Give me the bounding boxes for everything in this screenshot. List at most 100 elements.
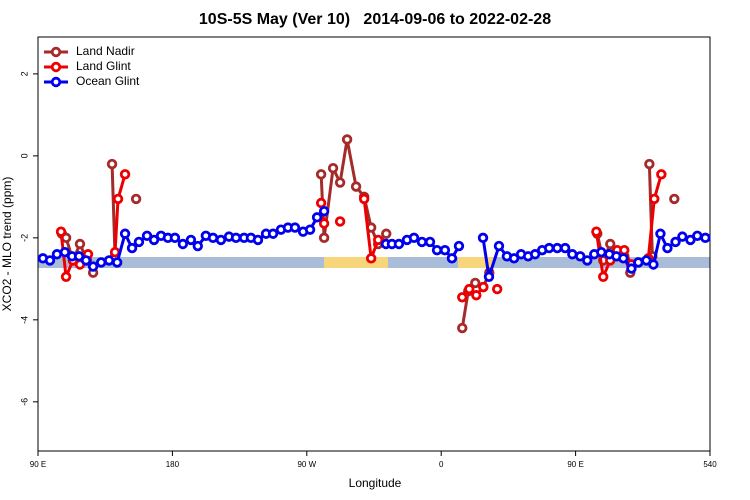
data-point — [60, 271, 72, 282]
data-point — [670, 236, 681, 248]
data-point — [318, 232, 330, 244]
x-axis-label: Longitude — [349, 476, 402, 490]
data-point — [106, 158, 118, 170]
legend-marker — [50, 46, 62, 58]
data-point — [567, 249, 578, 260]
data-point — [44, 255, 56, 266]
data-point — [358, 193, 370, 205]
data-point — [311, 212, 323, 223]
data-point — [626, 263, 637, 274]
data-point — [457, 322, 468, 334]
data-point — [177, 238, 189, 250]
data-point — [230, 232, 242, 244]
data-point — [700, 232, 711, 244]
data-point — [529, 249, 541, 260]
data-point — [133, 236, 145, 248]
data-point — [95, 257, 107, 268]
x-tick-label: 180 — [166, 460, 180, 469]
data-point — [677, 231, 688, 242]
chart-title: 10S-5S May (Ver 10) 2014-09-06 to 2022-0… — [199, 11, 551, 28]
data-point — [318, 218, 330, 229]
data-point — [207, 232, 219, 244]
data-point — [575, 251, 586, 262]
data-point — [492, 283, 503, 295]
data-point — [457, 292, 468, 303]
data-point — [112, 193, 124, 205]
data-point — [543, 242, 555, 254]
data-point — [334, 216, 346, 227]
data-point — [598, 271, 609, 282]
data-point — [662, 242, 673, 254]
data-point — [111, 257, 123, 268]
y-axis-label: XCO2 - MLO trend (ppm) — [0, 177, 14, 312]
x-tick-label: 90 W — [297, 460, 316, 469]
data-point — [619, 244, 630, 256]
y-tick-label: -2 — [19, 234, 29, 242]
data-point — [464, 283, 475, 295]
data-point — [51, 249, 63, 260]
data-point — [372, 234, 384, 246]
legend-label: Land Glint — [76, 59, 131, 73]
data-point — [493, 240, 505, 252]
data-point — [80, 255, 92, 266]
legend-label: Ocean Glint — [76, 74, 140, 88]
data-point — [644, 158, 655, 170]
y-tick-label: 2 — [19, 71, 29, 76]
data-point — [508, 253, 520, 264]
data-point — [633, 257, 644, 268]
data-point — [267, 228, 279, 239]
data-point — [103, 255, 115, 266]
data-point — [192, 240, 203, 252]
data-point — [552, 242, 563, 254]
data-point — [618, 253, 629, 264]
data-point — [334, 177, 346, 188]
data-point — [416, 236, 428, 248]
data-point — [185, 234, 197, 246]
data-point — [591, 226, 602, 237]
data-point — [87, 261, 99, 272]
x-tick-label: 90 E — [30, 460, 46, 469]
data-point — [141, 230, 153, 242]
data-point — [669, 193, 680, 205]
data-point — [559, 242, 571, 254]
y-tick-label: -6 — [19, 398, 29, 406]
land-band — [324, 257, 388, 268]
data-point — [408, 232, 420, 244]
data-point — [692, 230, 703, 242]
data-point — [130, 193, 142, 205]
data-point — [327, 162, 339, 174]
x-tick-label: 90 E — [567, 460, 583, 469]
data-point — [59, 246, 71, 258]
data-point — [169, 232, 181, 244]
data-point — [215, 234, 227, 246]
data-point — [119, 169, 131, 180]
data-point — [289, 222, 301, 233]
data-point — [381, 228, 392, 239]
data-point — [605, 238, 616, 250]
data-point — [315, 197, 327, 209]
data-point — [478, 281, 489, 293]
data-point — [365, 253, 377, 264]
data-point — [582, 255, 593, 266]
data-point — [471, 290, 482, 301]
data-point — [453, 240, 465, 252]
data-point — [656, 169, 667, 180]
legend-marker — [50, 76, 62, 88]
data-point — [641, 255, 652, 266]
data-point — [119, 228, 131, 239]
data-point — [350, 181, 362, 192]
data-point — [148, 234, 160, 246]
data-point — [315, 169, 327, 180]
data-point — [318, 206, 330, 217]
x-tick-label: 0 — [439, 460, 444, 469]
legend-marker — [50, 61, 62, 73]
data-point — [446, 253, 458, 264]
data-point — [483, 271, 495, 282]
legend-label: Land Nadir — [76, 44, 135, 58]
x-tick-label: 540 — [703, 460, 717, 469]
data-point — [431, 244, 443, 256]
y-tick-label: 0 — [19, 153, 29, 158]
data-point — [648, 259, 659, 270]
data-point — [470, 277, 481, 289]
